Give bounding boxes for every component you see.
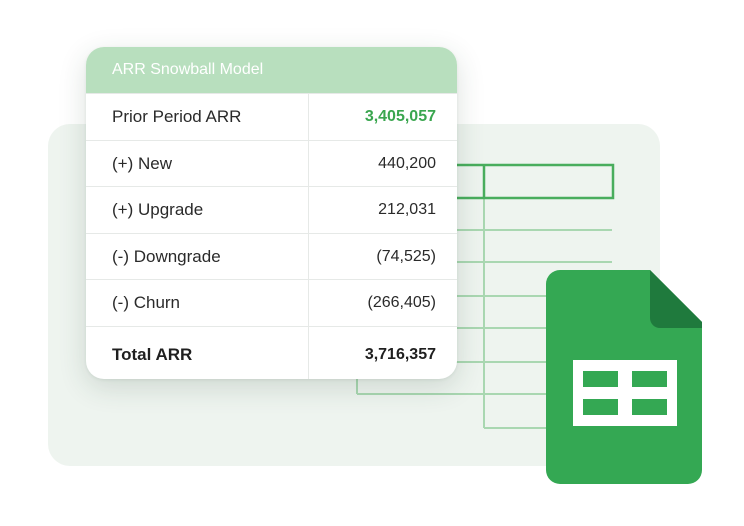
- total-label: Total ARR: [86, 326, 309, 379]
- table-row: (-) Downgrade (74,525): [86, 232, 457, 280]
- table-row: (-) Churn (266,405): [86, 279, 457, 326]
- table-row: (+) New 440,200: [86, 139, 457, 187]
- arr-snowball-card: ARR Snowball Model Prior Period ARR 3,40…: [86, 47, 457, 379]
- row-label: (-) Downgrade: [86, 233, 309, 280]
- row-label: (+) New: [86, 140, 309, 187]
- row-value: (266,405): [367, 294, 437, 312]
- row-value: 212,031: [378, 201, 436, 219]
- total-value: 3,716,357: [364, 345, 436, 363]
- row-value: (74,525): [376, 247, 436, 265]
- row-label: (+) Upgrade: [86, 187, 309, 233]
- row-value: 3,405,057: [364, 108, 436, 125]
- table-row: Prior Period ARR 3,405,057: [86, 93, 457, 140]
- google-sheets-icon: [546, 270, 702, 484]
- row-label: Prior Period ARR: [86, 94, 309, 140]
- row-label: (-) Churn: [86, 280, 309, 326]
- table-row: (+) Upgrade 212,031: [86, 186, 457, 233]
- total-row: Total ARR 3,716,357: [86, 325, 457, 379]
- row-value: 440,200: [378, 154, 436, 172]
- card-title: ARR Snowball Model: [86, 47, 457, 93]
